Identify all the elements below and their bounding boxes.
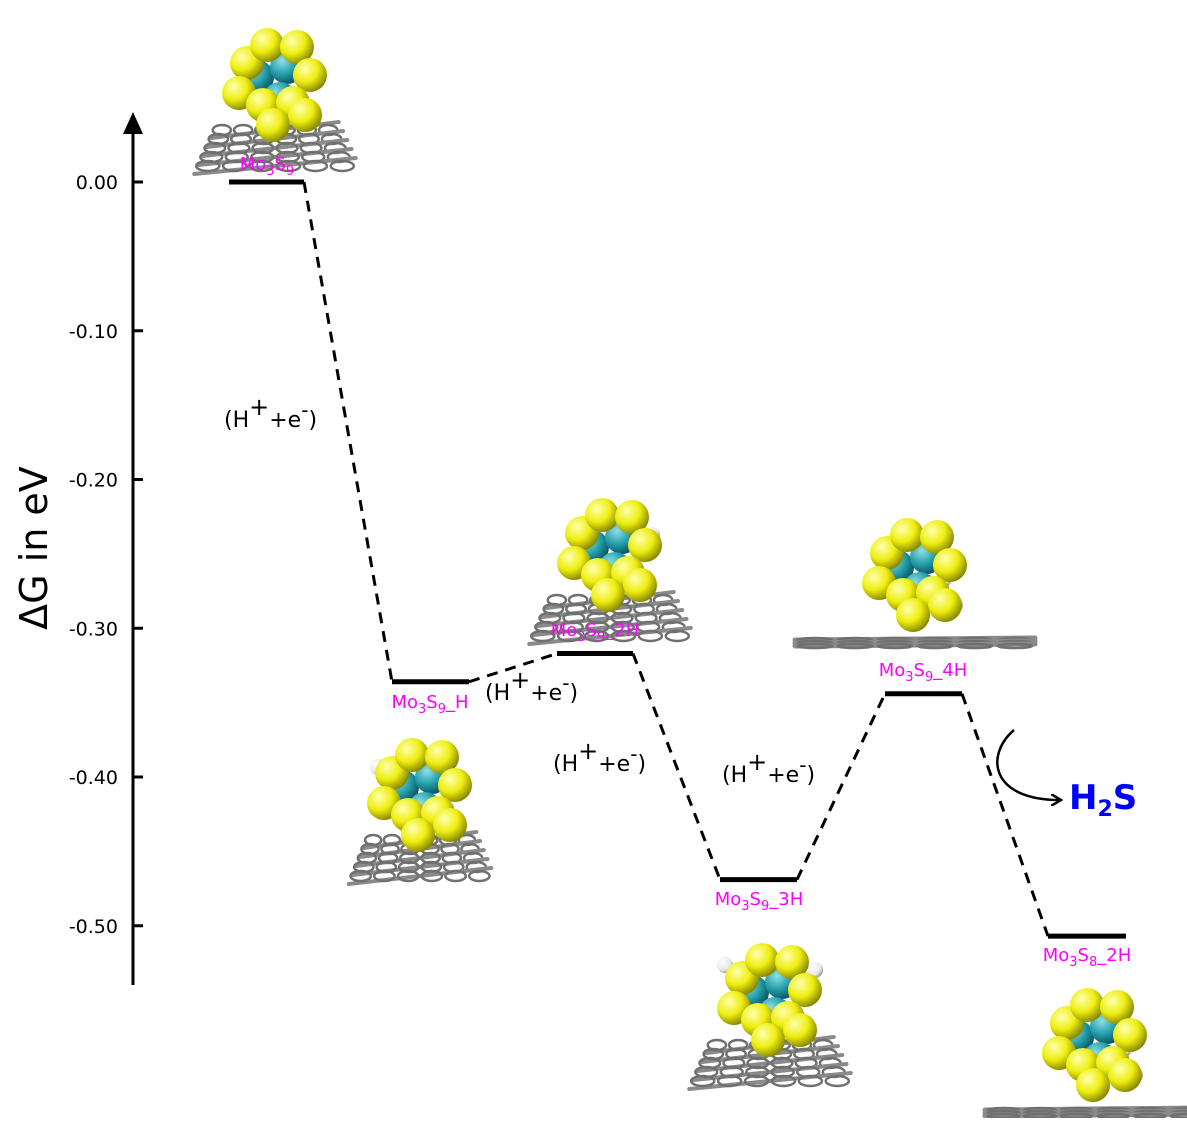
step-connector [468, 652, 558, 684]
mo3s-cluster-on-graphene-icon [792, 518, 1038, 650]
y-tick-label: -0.30 [69, 618, 118, 640]
state-label: Mo3S9_2H [551, 620, 640, 645]
step-connector [631, 652, 722, 881]
mo3s-cluster-on-graphene-icon [687, 943, 853, 1091]
proton-electron-step-label: (H++e-) [722, 748, 815, 788]
y-tick-label: -0.10 [69, 321, 118, 343]
state-label: Mo3S9_H [391, 692, 468, 717]
state-labels: Mo3S9 Mo3S9_H Mo3S9_2H Mo3S9_3H Mo3S9_4H Mo3S… [240, 154, 1132, 970]
step-connector [960, 693, 1050, 937]
y-tick-label: 0.00 [76, 172, 118, 194]
y-axis-ticks: 0.00 -0.10 -0.20 -0.30 -0.40 -0.50 [69, 172, 143, 938]
step-connector [302, 181, 394, 683]
mo3s-cluster-on-graphene-icon [527, 498, 693, 646]
mo3s-cluster-on-graphene-icon [346, 738, 494, 886]
h2s-product-label: H2S [1069, 778, 1137, 822]
y-tick-label: -0.50 [69, 916, 118, 938]
y-axis-label: ΔG in eV [12, 466, 56, 630]
state-label: Mo3S9_4H [879, 660, 968, 685]
step-connectors [302, 181, 1050, 937]
proton-electron-step-label: (H++e-) [485, 666, 578, 706]
mo3s-cluster-on-graphene-icon [982, 988, 1187, 1120]
state-label: Mo3S9 [240, 154, 295, 179]
y-tick-label: -0.20 [69, 470, 118, 492]
y-axis-arrow-icon [123, 112, 143, 134]
step-labels: (H++e-) (H++e-) (H++e-) (H++e-) [224, 393, 815, 788]
h2s-release-arrow-icon [996, 729, 1060, 800]
proton-electron-step-label: (H++e-) [553, 737, 646, 777]
state-label: Mo3S9_3H [715, 889, 804, 914]
y-tick-label: -0.40 [69, 767, 118, 789]
mo3s-cluster-on-graphene-icon [192, 28, 358, 176]
molecule-illustrations [192, 28, 1187, 1120]
proton-electron-step-label: (H++e-) [224, 393, 317, 433]
graphene-layer [792, 635, 1038, 650]
state-label: Mo3S8_2H [1043, 945, 1132, 970]
step-connector [795, 693, 887, 881]
graphene-layer [346, 830, 494, 886]
energy-levels [229, 179, 1126, 939]
graphene-layer [982, 1105, 1187, 1120]
